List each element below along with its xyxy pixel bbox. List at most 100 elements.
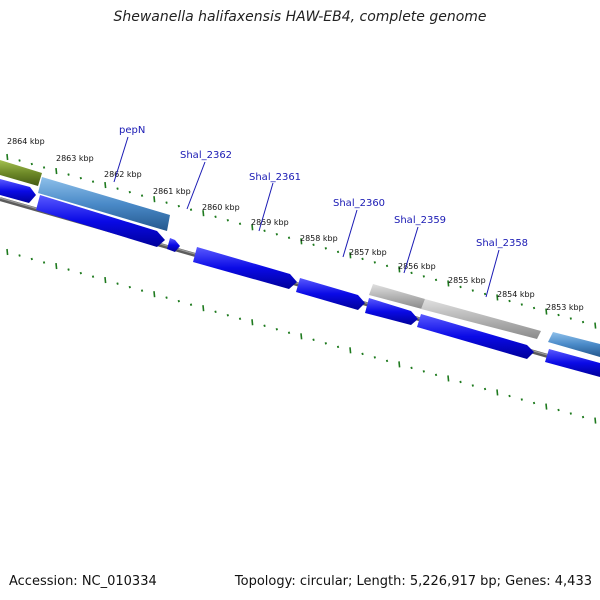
- kbp-label: 2859 kbp: [251, 218, 289, 227]
- minor-tick: [410, 366, 413, 370]
- minor-tick: [520, 398, 523, 401]
- major-tick: [55, 167, 58, 175]
- minor-tick: [238, 317, 242, 320]
- kbp-label: 2864 kbp: [7, 137, 45, 146]
- reverse-strand-genes: [0, 160, 600, 357]
- minor-tick: [263, 229, 266, 233]
- gene-pepn[interactable]: [38, 177, 170, 231]
- kbp-label: 2853 kbp: [546, 303, 584, 312]
- major-tick: [300, 238, 303, 245]
- kbp-ruler: [6, 153, 597, 329]
- major-tick: [104, 277, 107, 284]
- minor-tick: [263, 324, 266, 328]
- minor-tick: [361, 352, 364, 356]
- minor-tick: [226, 313, 229, 317]
- minor-tick: [67, 173, 70, 176]
- major-tick: [398, 361, 401, 368]
- minor-tick: [214, 310, 217, 313]
- minor-tick: [312, 243, 315, 247]
- minor-tick: [508, 394, 511, 398]
- gene-label-pepn[interactable]: pepN: [119, 125, 145, 136]
- minor-tick: [520, 303, 523, 306]
- minor-tick: [385, 359, 389, 363]
- kbp-label: 2854 kbp: [497, 290, 535, 299]
- minor-tick: [434, 373, 438, 377]
- minor-tick: [30, 257, 33, 261]
- minor-tick: [569, 412, 572, 415]
- minor-tick: [459, 380, 462, 384]
- kbp-labels: 2864 kbp 2863 kbp 2862 kbp 2861 kbp 2860…: [7, 137, 584, 312]
- major-tick: [6, 153, 9, 161]
- minor-tick: [324, 247, 327, 250]
- kbp-label: 2860 kbp: [202, 203, 240, 212]
- minor-tick: [385, 264, 389, 268]
- minor-tick: [18, 254, 21, 257]
- accession-text: Accession: NC_010334: [9, 574, 157, 589]
- major-tick: [447, 280, 450, 287]
- minor-tick: [42, 166, 46, 169]
- minor-tick: [324, 342, 327, 345]
- major-tick: [104, 182, 107, 189]
- kbp-label: 2857 kbp: [349, 248, 387, 257]
- major-tick: [349, 252, 352, 259]
- gene-other-left[interactable]: [0, 160, 42, 186]
- forward-strand-genes: [0, 179, 600, 377]
- minor-tick: [373, 261, 376, 264]
- major-tick: [153, 196, 156, 203]
- major-tick: [55, 262, 58, 270]
- minor-tick: [557, 408, 560, 412]
- minor-tick: [373, 356, 376, 359]
- minor-tick: [410, 271, 413, 275]
- minor-tick: [189, 303, 193, 306]
- major-tick: [349, 347, 352, 354]
- gene-label-shal-2361[interactable]: Shal_2361: [249, 172, 301, 183]
- major-tick: [398, 266, 401, 273]
- major-tick: [300, 333, 303, 340]
- major-tick: [153, 291, 156, 298]
- minor-tick: [91, 275, 95, 278]
- gene-shal-2362[interactable]: [167, 238, 180, 252]
- gene-label-leaders: [113, 136, 500, 298]
- major-tick: [496, 294, 499, 301]
- minor-tick: [67, 268, 70, 271]
- kbp-label: 2862 kbp: [104, 170, 142, 179]
- minor-tick: [275, 233, 278, 236]
- gene-forward-left[interactable]: [0, 179, 36, 203]
- major-tick: [594, 417, 597, 424]
- minor-tick: [42, 261, 46, 264]
- minor-tick: [557, 313, 560, 317]
- minor-tick: [483, 387, 487, 391]
- gene-shal-2360[interactable]: [296, 278, 365, 310]
- gene-shal-2361[interactable]: [193, 247, 297, 289]
- gene-label-shal-2362[interactable]: Shal_2362: [180, 150, 232, 161]
- gene-shal-2359[interactable]: [369, 284, 425, 309]
- minor-tick: [165, 201, 168, 204]
- minor-tick: [312, 338, 315, 342]
- minor-tick: [336, 345, 340, 349]
- gene-right-edge[interactable]: [548, 332, 600, 357]
- minor-tick: [581, 415, 585, 419]
- minor-tick: [189, 208, 193, 211]
- minor-tick: [508, 299, 511, 303]
- gene-pepn-forward[interactable]: [36, 195, 165, 247]
- minor-tick: [140, 289, 144, 292]
- minor-tick: [275, 328, 278, 331]
- kbp-label: 2856 kbp: [398, 262, 436, 271]
- gene-label-shal-2360[interactable]: Shal_2360: [333, 198, 385, 209]
- minor-tick: [471, 289, 474, 292]
- gene-shal-2360b[interactable]: [365, 298, 418, 325]
- minor-tick: [140, 194, 144, 197]
- gene-shal-2359-forward[interactable]: [417, 314, 534, 359]
- minor-tick: [483, 292, 487, 296]
- major-tick: [202, 305, 205, 312]
- minor-tick: [30, 162, 33, 166]
- gene-label-shal-2359[interactable]: Shal_2359: [394, 215, 446, 226]
- gene-right-forward[interactable]: [545, 349, 600, 377]
- gene-shal-2358[interactable]: [421, 299, 541, 339]
- minor-tick: [214, 215, 217, 218]
- gene-label-shal-2358[interactable]: Shal_2358: [476, 238, 528, 249]
- minor-tick: [116, 282, 119, 285]
- inner-tick-ring: [6, 248, 597, 424]
- minor-tick: [79, 271, 82, 275]
